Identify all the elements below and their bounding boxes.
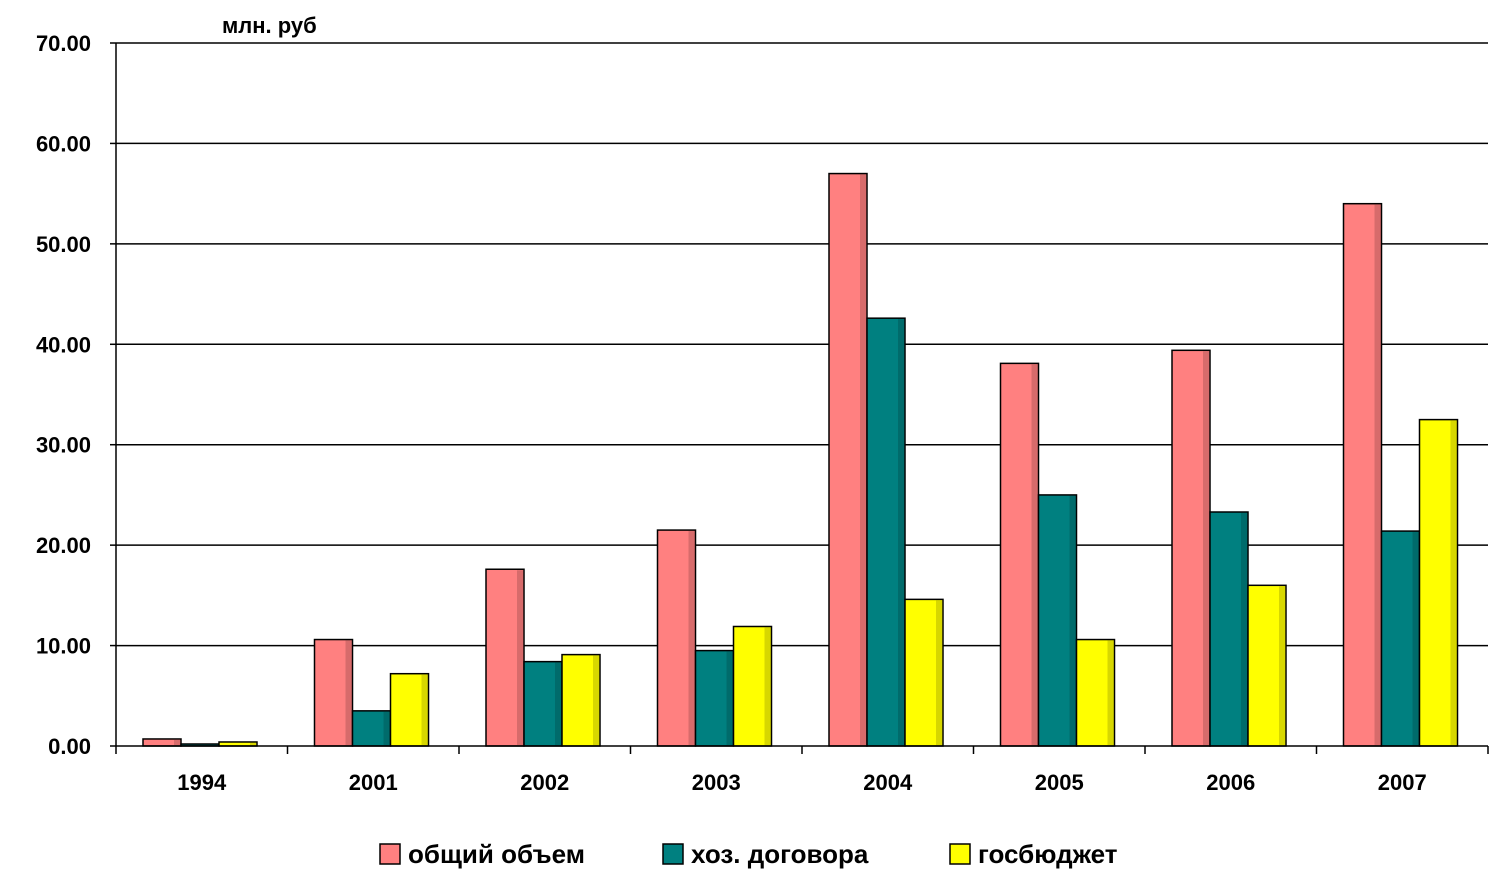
bar-shade bbox=[593, 655, 599, 745]
y-axis-unit-label: млн. руб bbox=[222, 13, 317, 38]
legend-label-2: хоз. договора bbox=[691, 839, 869, 869]
bar-shade bbox=[1069, 495, 1076, 745]
legend-swatch-1 bbox=[379, 843, 401, 865]
bar-shade bbox=[1412, 532, 1419, 745]
bar-2-2006 bbox=[1209, 511, 1249, 747]
bar-1-2001 bbox=[313, 638, 354, 747]
bar-2-2004 bbox=[866, 317, 906, 747]
y-axis-ticks: 0.00 10.00 20.00 30.00 40.00 50.00 60.00 70.00 bbox=[36, 31, 116, 759]
bar-shade bbox=[345, 640, 352, 745]
bar-shade bbox=[764, 627, 771, 745]
legend-swatch-2 bbox=[662, 843, 684, 865]
x-tick-label: 2007 bbox=[1378, 770, 1427, 795]
bar-shade bbox=[898, 319, 904, 745]
y-tick-label: 40.00 bbox=[36, 332, 91, 357]
x-tick-label: 2004 bbox=[863, 770, 913, 795]
bar-1-2004 bbox=[828, 172, 868, 747]
x-tick-label: 2001 bbox=[349, 770, 398, 795]
bar-shade bbox=[1203, 351, 1209, 745]
bars bbox=[142, 172, 1459, 747]
bar-shade bbox=[1031, 364, 1038, 745]
bar-1-2006 bbox=[1171, 349, 1211, 747]
bar-shade bbox=[174, 739, 180, 745]
legend-swatch-3 bbox=[949, 843, 971, 865]
bar-3-2004 bbox=[904, 598, 944, 747]
bar-shade bbox=[860, 174, 866, 746]
bar-1-2007 bbox=[1342, 202, 1383, 747]
x-tick-label: 2003 bbox=[692, 770, 741, 795]
bar-shade bbox=[1107, 640, 1114, 745]
bar-shade bbox=[383, 711, 390, 745]
bar-2-2007 bbox=[1380, 530, 1421, 747]
bar-shade bbox=[1279, 586, 1285, 745]
y-tick-label: 70.00 bbox=[36, 31, 91, 56]
legend: общий объем хоз. договора госбюджет bbox=[379, 839, 1118, 869]
x-tick-label: 2006 bbox=[1206, 770, 1255, 795]
bar-shade bbox=[421, 674, 428, 745]
bar-shade bbox=[555, 662, 561, 745]
x-axis-ticks: 1994 2001 2002 2003 2004 2005 2006 2007 bbox=[115, 746, 1489, 795]
y-tick-label: 60.00 bbox=[36, 131, 91, 156]
bar-shade bbox=[726, 651, 733, 745]
bar-shade bbox=[1450, 420, 1457, 745]
gridlines bbox=[116, 42, 1488, 647]
bar-shade bbox=[517, 570, 523, 745]
y-tick-label: 30.00 bbox=[36, 433, 91, 458]
legend-label-1: общий объем bbox=[408, 839, 585, 869]
x-tick-label: 1994 bbox=[177, 770, 227, 795]
x-tick-label: 2002 bbox=[520, 770, 569, 795]
bar-3-2006 bbox=[1247, 584, 1287, 747]
bar-2-2001 bbox=[351, 710, 392, 747]
bar-shade bbox=[936, 600, 942, 745]
x-tick-label: 2005 bbox=[1035, 770, 1084, 795]
bar-3-2003 bbox=[732, 625, 773, 747]
bar-shade bbox=[1241, 513, 1247, 745]
bar-1-2002 bbox=[485, 568, 525, 747]
bar-shade bbox=[688, 531, 695, 745]
bar-shade bbox=[250, 742, 256, 745]
bar-1-2003 bbox=[656, 529, 697, 747]
bar-shade bbox=[1374, 204, 1381, 745]
y-tick-label: 50.00 bbox=[36, 232, 91, 257]
legend-label-3: госбюджет bbox=[978, 839, 1118, 869]
y-tick-label: 20.00 bbox=[36, 533, 91, 558]
y-tick-label: 0.00 bbox=[48, 734, 91, 759]
y-tick-label: 10.00 bbox=[36, 634, 91, 659]
